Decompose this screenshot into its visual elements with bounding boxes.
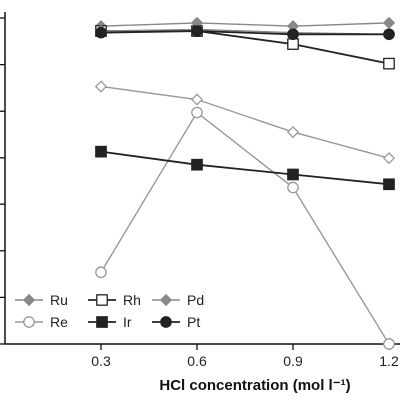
data-point-pt-0 <box>95 26 107 39</box>
data-point-unlabeled-0 <box>94 80 108 93</box>
legend-label-re: Re <box>50 314 68 330</box>
data-point-re-1 <box>191 106 203 119</box>
series-lines <box>100 22 390 345</box>
legend-marker-pd <box>159 293 173 307</box>
series-line-re <box>100 111 390 345</box>
series-line-pt <box>100 30 389 36</box>
legend-label-ru: Ru <box>50 292 68 308</box>
data-point-unlabeled-1 <box>190 93 204 106</box>
x-tick-label-1: 0.6 <box>187 353 207 369</box>
legend-label-pd: Pd <box>187 292 204 308</box>
legend-marker-ru <box>22 293 36 307</box>
data-point-ir-2 <box>287 168 299 181</box>
x-tick-label-0: 0.3 <box>91 353 111 369</box>
data-point-ir-3 <box>383 178 395 191</box>
legend-label-pt: Pt <box>187 314 200 330</box>
legend: Ru Rh Pd Re Ir Pt <box>15 292 204 330</box>
data-point-ir-1 <box>191 158 203 171</box>
data-point-pt-2 <box>287 28 299 41</box>
data-point-pt-3 <box>383 28 395 41</box>
data-point-ru-3 <box>382 16 396 30</box>
data-point-rh-2 <box>287 38 299 50</box>
data-point-re-2 <box>287 181 299 194</box>
series-markers <box>94 16 396 350</box>
series-line-ru <box>100 22 390 27</box>
data-point-re-3 <box>383 338 395 350</box>
data-point-pt-1 <box>191 25 203 37</box>
legend-marker-rh <box>96 294 108 306</box>
data-point-unlabeled-3 <box>382 152 396 165</box>
data-point-unlabeled-2 <box>286 125 300 139</box>
data-point-ir-0 <box>95 145 107 158</box>
x-tick-label-3: 1.2 <box>379 353 399 369</box>
data-point-rh-3 <box>383 57 395 70</box>
series-line-unlabeled <box>100 85 390 159</box>
axes: 0.3 0.6 0.9 1.2 <box>0 12 400 369</box>
x-axis-title: HCl concentration (mol l⁻¹) <box>159 377 350 394</box>
legend-marker-ir <box>96 316 108 328</box>
series-line-rh <box>101 30 390 65</box>
legend-label-ir: Ir <box>123 314 132 330</box>
series-line-ir <box>100 150 390 186</box>
x-tick-label-2: 0.9 <box>283 353 303 369</box>
legend-marker-re <box>23 316 35 328</box>
legend-marker-pt <box>160 316 172 328</box>
data-point-re-0 <box>95 266 107 279</box>
legend-label-rh: Rh <box>123 292 141 308</box>
